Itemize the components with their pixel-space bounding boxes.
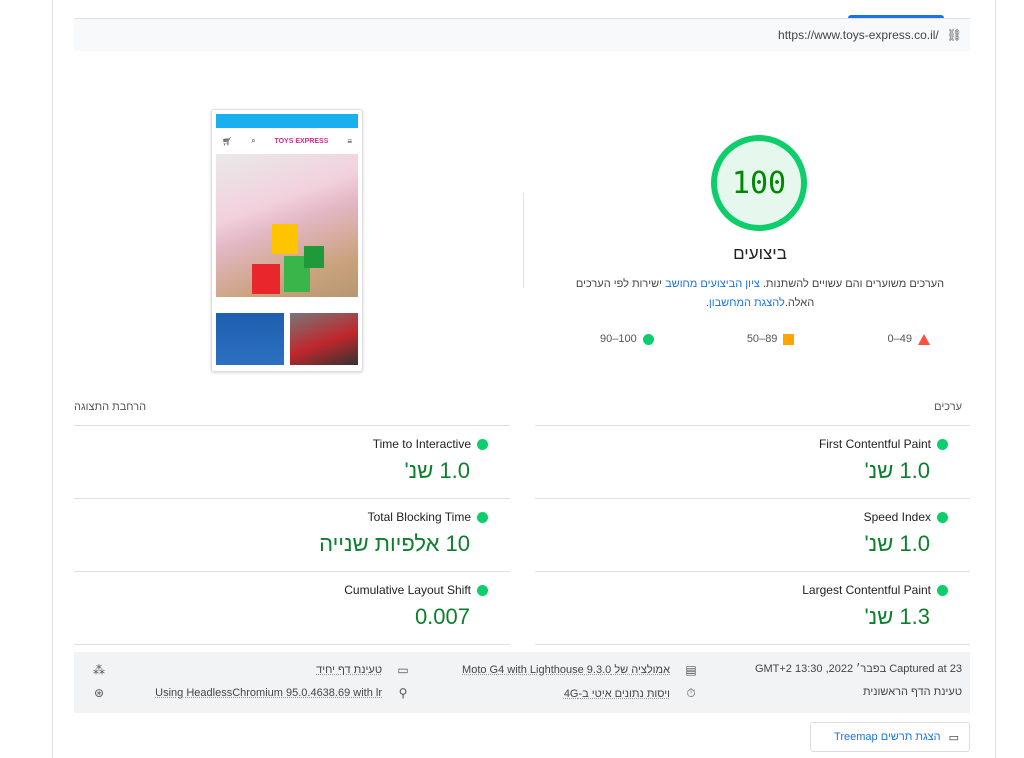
expand-view-toggle[interactable]: הרחבת התצוגה xyxy=(74,401,147,413)
metric-value: 1.0 שנ' xyxy=(864,458,930,483)
run-info: Captured at 23 בפבר׳ 2022, 13:30 GMT+2 ט… xyxy=(74,652,970,713)
product-thumbnails xyxy=(216,313,358,365)
metric-label: Cumulative Layout Shift xyxy=(344,583,471,597)
chrome-icon: ⊛ xyxy=(93,686,105,700)
report-card xyxy=(52,0,996,758)
single-load-text[interactable]: טעינת דף יחיד xyxy=(316,664,382,676)
treemap-icon: ▭ xyxy=(948,731,959,744)
captured-text: Captured at 23 בפבר׳ 2022, 13:30 GMT+2 xyxy=(754,663,962,675)
page-screenshot: 🛒︎ ⌕ TOYS EXPRESS ≡ xyxy=(211,109,363,372)
pass-icon xyxy=(477,438,488,450)
metric-tbt: Total Blocking Time 10 אלפיות שנייה xyxy=(74,498,510,571)
triangle-icon xyxy=(918,333,930,345)
active-tab-indicator xyxy=(848,15,944,18)
treemap-label: הצגת תרשים Treemap xyxy=(834,731,941,743)
site-logo: TOYS EXPRESS xyxy=(274,137,329,145)
legend-average: 89–50 xyxy=(747,333,795,345)
metrics-title: ערכים xyxy=(934,401,962,413)
browser-text[interactable]: Using HeadlessChromium 95.0.4638.69 with… xyxy=(155,687,382,699)
metric-label: Largest Contentful Paint xyxy=(802,583,931,597)
calculator-link[interactable]: להצגת המחשבון xyxy=(708,297,785,309)
divider xyxy=(74,644,510,645)
network-icon: ⚲ xyxy=(398,686,408,700)
pass-icon xyxy=(937,511,948,523)
metric-label: Time to Interactive xyxy=(372,437,471,451)
score-legend: 49–0 89–50 100–90 xyxy=(600,333,930,345)
metric-label: Speed Index xyxy=(863,510,931,524)
performance-score-gauge: 100 xyxy=(711,135,807,231)
throttling-text[interactable]: ויסות נתונים איטי ב-4G xyxy=(563,687,670,700)
metric-value: 10 אלפיות שנייה xyxy=(319,531,470,556)
site-header: 🛒︎ ⌕ TOYS EXPRESS ≡ xyxy=(216,128,358,154)
metric-label: First Contentful Paint xyxy=(818,437,931,451)
metric-cls: Cumulative Layout Shift 0.007 xyxy=(74,571,510,644)
timer-icon: ⏱ xyxy=(686,686,696,700)
metric-label: Total Blocking Time xyxy=(367,510,471,524)
pass-icon xyxy=(937,438,948,450)
metric-value: 0.007 xyxy=(414,604,470,629)
metric-fcp: First Contentful Paint 1.0 שנ' xyxy=(535,425,970,498)
circle-icon xyxy=(642,333,654,345)
desc-text: הערכים משוערים והם עשויים להשתנות. xyxy=(759,278,945,290)
divider xyxy=(535,644,970,645)
metric-value: 1.0 שנ' xyxy=(864,531,930,556)
url-bar: ⛓ https://www.toys-express.co.il/ xyxy=(74,19,970,51)
legend-pass: 100–90 xyxy=(600,333,654,345)
view-treemap-button[interactable]: ▭ הצגת תרשים Treemap xyxy=(810,722,970,752)
site-topbar xyxy=(216,114,358,128)
single-load-info: ▭ טעינת דף יחיד xyxy=(316,663,410,677)
desc-text: ישירות לפי הערכים האלה. xyxy=(575,278,815,309)
pass-icon xyxy=(477,511,488,523)
metric-value: 1.0 שנ' xyxy=(404,458,470,483)
cart-icon: 🛒︎ xyxy=(222,136,233,146)
metric-lcp: Largest Contentful Paint 1.3 שנ' xyxy=(535,571,970,644)
link-icon: ⛓ xyxy=(946,28,962,42)
hero-image xyxy=(216,154,358,297)
divider xyxy=(523,193,524,288)
emulation-text[interactable]: אמולציה של Moto G4 with Lighthouse 9.3.0 xyxy=(462,664,670,676)
menu-icon: ≡ xyxy=(347,136,352,146)
initial-load-text: טעינת הדף הראשונית xyxy=(863,686,962,698)
car-thumbnail xyxy=(290,313,358,365)
desc-text: . xyxy=(705,297,709,309)
search-icon: ⌕ xyxy=(251,136,256,145)
throttling-info: ⏱ ויסות נתונים איטי ב-4G xyxy=(564,686,698,701)
tab-divider xyxy=(74,18,970,19)
drone-thumbnail xyxy=(216,313,284,365)
legend-fail: 49–0 xyxy=(888,333,930,345)
captured-time: Captured at 23 בפבר׳ 2022, 13:30 GMT+2 xyxy=(755,663,962,675)
calendar-icon: ▤ xyxy=(685,663,697,677)
tested-url-link[interactable]: https://www.toys-express.co.il/ xyxy=(778,28,939,42)
metric-tti: Time to Interactive 1.0 שנ' xyxy=(74,425,510,498)
score-calculation-link[interactable]: ציון הביצועים מחושב xyxy=(665,278,760,290)
device-icon: ▭ xyxy=(397,663,409,677)
score-title: ביצועים xyxy=(733,244,787,263)
user-agent-icon: ⁂ xyxy=(93,663,105,677)
pass-icon xyxy=(937,584,948,596)
metric-value: 1.3 שנ' xyxy=(864,604,930,629)
browser-info: ⚲ Using HeadlessChromium 95.0.4638.69 wit… xyxy=(88,686,410,700)
initial-load: טעינת הדף הראשונית xyxy=(863,686,962,698)
pass-icon xyxy=(477,584,488,596)
metric-si: Speed Index 1.0 שנ' xyxy=(535,498,970,571)
square-icon xyxy=(783,333,795,345)
score-description: הערכים משוערים והם עשויים להשתנות. ציון … xyxy=(565,275,955,313)
emulation-info: ▤ אמולציה של Moto G4 with Lighthouse 9.3.… xyxy=(462,663,698,677)
